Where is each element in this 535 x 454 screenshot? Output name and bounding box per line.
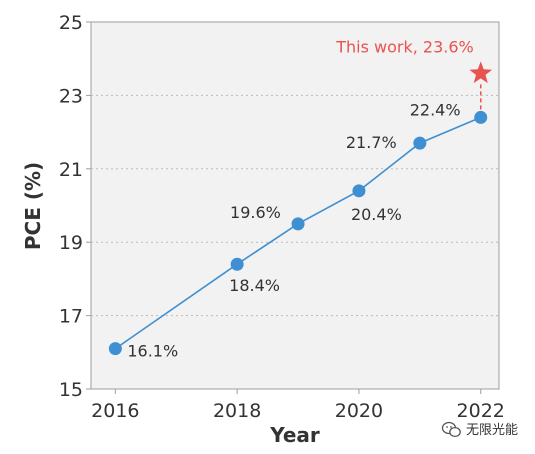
data-point [474, 110, 488, 124]
star-icon [469, 61, 493, 84]
watermark: 无限光能 [441, 421, 518, 438]
y-axis-title: PCE (%) [21, 162, 45, 250]
data-label: 21.7% [346, 133, 397, 152]
data-point [352, 184, 366, 198]
highlight-label: This work, 23.6% [335, 37, 474, 56]
data-labels: 16.1% 18.4% 19.6% 20.4% 21.7% 22.4% [127, 100, 460, 360]
data-label: 19.6% [230, 203, 281, 222]
data-label: 20.4% [351, 205, 402, 224]
data-label: 18.4% [229, 276, 280, 295]
plot-area [90, 21, 500, 390]
y-tick-label: 23 [59, 85, 83, 107]
y-tick-label: 17 [59, 306, 83, 328]
highlight-layer: This work, 23.6% [335, 37, 493, 110]
grid-lines [91, 94, 499, 317]
axis-ticks: 15 17 19 21 23 25 2016 2018 2020 2022 [59, 12, 505, 422]
data-point [291, 217, 305, 231]
data-point [230, 257, 244, 271]
series-line [114, 116, 482, 350]
wechat-icon [441, 421, 461, 438]
watermark-text: 无限光能 [466, 423, 518, 438]
x-axis-title: Year [269, 423, 320, 447]
x-tick-label: 2020 [335, 400, 383, 422]
data-points [108, 110, 488, 356]
data-point [108, 342, 122, 356]
y-tick-label: 19 [59, 232, 83, 254]
y-tick-label: 15 [59, 379, 83, 401]
y-tick-label: 21 [59, 159, 83, 181]
data-label: 22.4% [410, 100, 461, 119]
y-tick-label: 25 [59, 12, 83, 34]
data-point [413, 136, 427, 150]
data-label: 16.1% [127, 342, 178, 361]
x-tick-label: 2022 [457, 400, 505, 422]
x-tick-label: 2016 [91, 400, 139, 422]
x-tick-label: 2018 [213, 400, 261, 422]
series-line-layer [114, 116, 482, 350]
